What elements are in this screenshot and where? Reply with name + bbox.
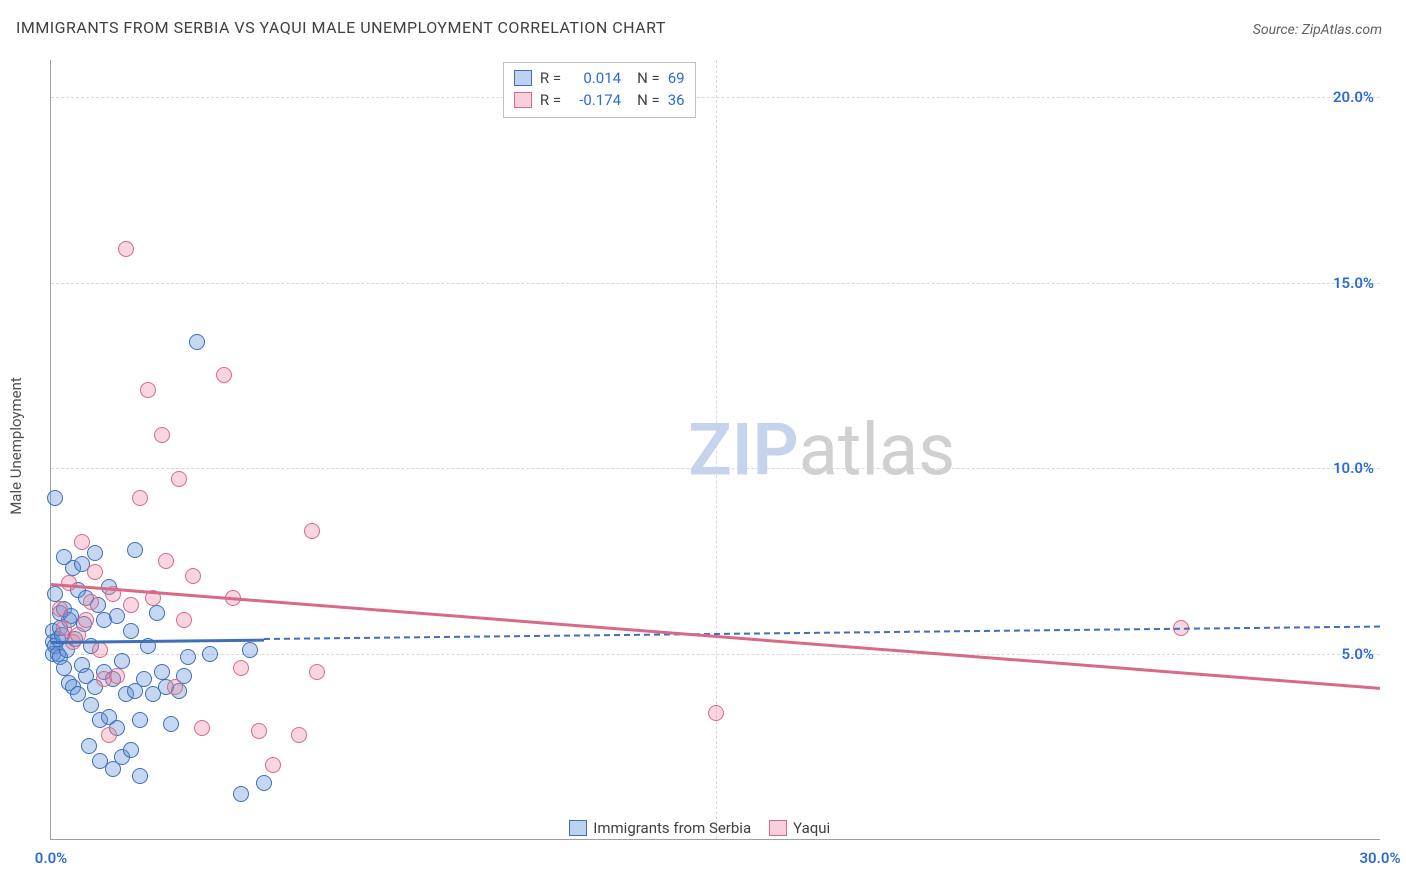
x-tick-label: 0.0%: [35, 849, 67, 867]
legend-n-label: N =: [637, 89, 660, 111]
legend-correlation: R = 0.014 N = 69 R = -0.174 N = 36: [503, 62, 696, 118]
legend-n-value: 36: [668, 89, 685, 111]
data-point: [233, 786, 249, 802]
data-point: [101, 727, 117, 743]
data-point: [708, 705, 724, 721]
legend-swatch: [514, 92, 532, 108]
data-point: [265, 757, 281, 773]
data-point: [136, 671, 152, 687]
data-point: [70, 686, 86, 702]
source-credit: Source: ZipAtlas.com: [1253, 22, 1382, 38]
data-point: [81, 738, 97, 754]
legend-series: Immigrants from Serbia Yaqui: [569, 819, 830, 837]
y-axis-label: Male Unemployment: [7, 377, 25, 515]
data-point: [47, 586, 63, 602]
data-point: [83, 697, 99, 713]
legend-swatch: [569, 820, 587, 836]
y-tick-label: 10.0%: [1333, 459, 1374, 477]
data-point: [109, 608, 125, 624]
data-point: [118, 241, 134, 257]
data-point: [132, 712, 148, 728]
data-point: [92, 642, 108, 658]
legend-swatch: [769, 820, 787, 836]
trend-line-dashed: [264, 626, 1380, 640]
data-point: [185, 568, 201, 584]
chart-title: IMMIGRANTS FROM SERBIA VS YAQUI MALE UNE…: [16, 18, 666, 37]
source-label: Source:: [1253, 22, 1298, 38]
data-point: [158, 553, 174, 569]
data-point: [202, 646, 218, 662]
data-point: [132, 768, 148, 784]
watermark: ZIPatlas: [688, 407, 955, 492]
data-point: [123, 742, 139, 758]
legend-r-label: R =: [540, 67, 561, 89]
legend-series-item: Immigrants from Serbia: [569, 819, 751, 837]
y-tick-label: 5.0%: [1342, 645, 1374, 663]
data-point: [304, 523, 320, 539]
data-point: [47, 490, 63, 506]
data-point: [114, 653, 130, 669]
data-point: [87, 545, 103, 561]
data-point: [242, 642, 258, 658]
data-point: [127, 542, 143, 558]
data-point: [74, 534, 90, 550]
legend-series-item: Yaqui: [769, 819, 830, 837]
data-point: [189, 334, 205, 350]
data-point: [251, 723, 267, 739]
data-point: [291, 727, 307, 743]
legend-n-label: N =: [637, 67, 660, 89]
data-point: [167, 679, 183, 695]
data-point: [140, 382, 156, 398]
legend-swatch: [514, 70, 532, 86]
data-point: [194, 720, 210, 736]
legend-r-value: -0.174: [569, 89, 621, 111]
data-point: [154, 664, 170, 680]
legend-series-name: Immigrants from Serbia: [593, 819, 751, 837]
grid-line-v: [716, 60, 717, 839]
data-point: [154, 427, 170, 443]
data-point: [87, 564, 103, 580]
data-point: [149, 605, 165, 621]
data-point: [132, 490, 148, 506]
legend-series-name: Yaqui: [793, 819, 830, 837]
data-point: [123, 623, 139, 639]
plot-area: 5.0%10.0%15.0%20.0%0.0%30.0%ZIPatlasR =0…: [50, 60, 1380, 840]
data-point: [109, 668, 125, 684]
data-point: [309, 664, 325, 680]
data-point: [123, 597, 139, 613]
data-point: [52, 601, 68, 617]
data-point: [176, 612, 192, 628]
legend-r-value: 0.014: [569, 67, 621, 89]
y-tick-label: 20.0%: [1333, 88, 1374, 106]
data-point: [163, 716, 179, 732]
legend-r-label: R =: [540, 89, 561, 111]
data-point: [56, 660, 72, 676]
data-point: [180, 649, 196, 665]
x-tick-label: 30.0%: [1359, 849, 1400, 867]
legend-row: R = -0.174 N = 36: [514, 89, 685, 111]
data-point: [256, 775, 272, 791]
legend-n-value: 69: [668, 67, 685, 89]
data-point: [216, 367, 232, 383]
data-point: [78, 612, 94, 628]
y-tick-label: 15.0%: [1333, 274, 1374, 292]
data-point: [83, 594, 99, 610]
data-point: [233, 660, 249, 676]
data-point: [171, 471, 187, 487]
source-value: ZipAtlas.com: [1302, 22, 1382, 38]
legend-row: R = 0.014 N = 69: [514, 67, 685, 89]
